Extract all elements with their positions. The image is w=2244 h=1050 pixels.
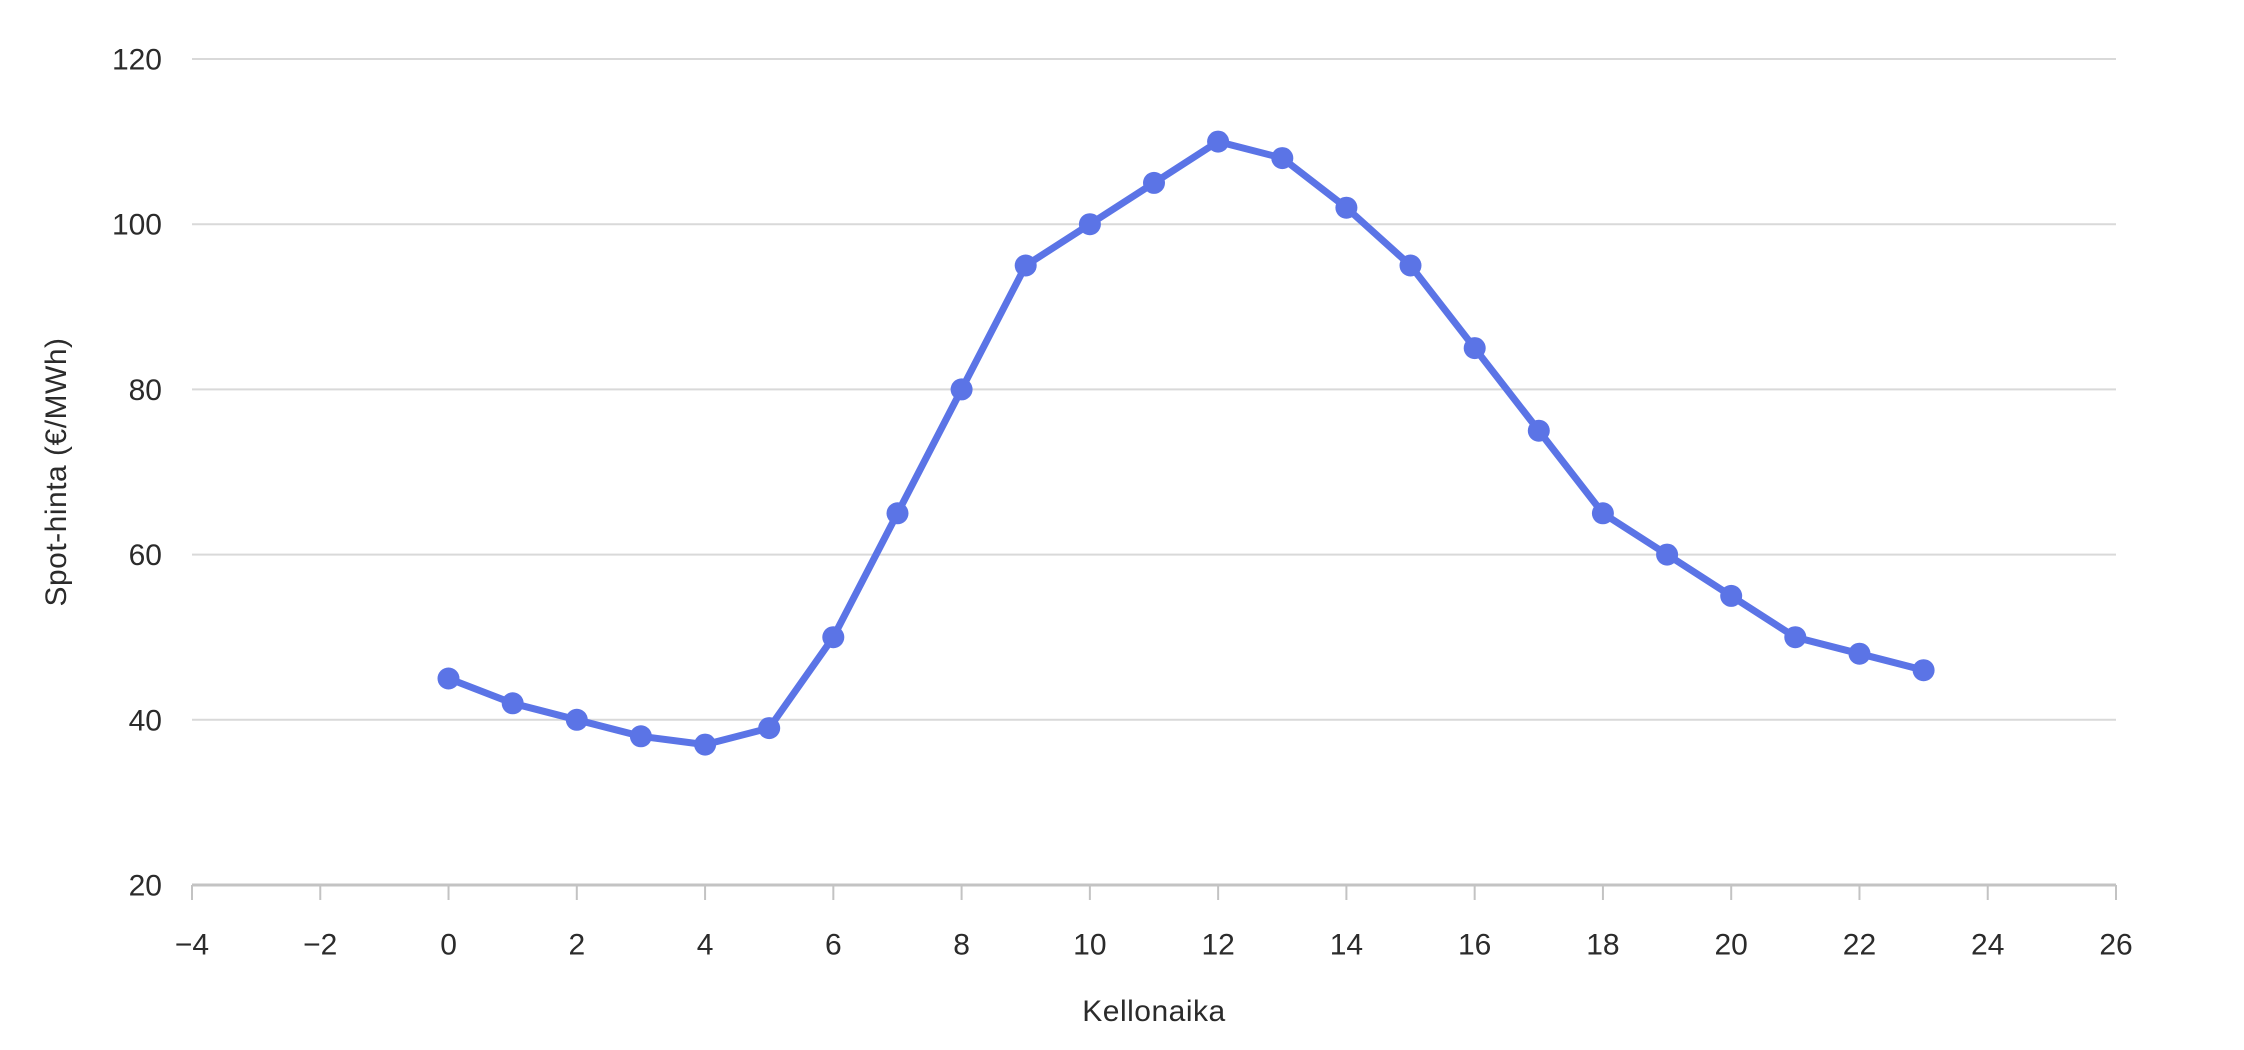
data-point	[1720, 584, 1743, 607]
data-point	[501, 692, 524, 715]
data-point	[565, 708, 588, 731]
data-point	[1527, 419, 1550, 442]
x-tick-label: 16	[1458, 929, 1491, 962]
y-tick-label: 120	[112, 44, 162, 77]
data-point	[1143, 171, 1165, 194]
series-line	[445, 138, 1928, 749]
data-point	[758, 717, 781, 740]
x-tick-label: −2	[303, 929, 337, 962]
x-tick-label: 6	[825, 929, 842, 962]
x-tick-label: 0	[440, 929, 457, 962]
x-axis-title: Kellonaika	[1082, 995, 1226, 1028]
x-tick-label: 24	[1971, 929, 2004, 962]
x-tick-label: 14	[1330, 929, 1363, 962]
x-tick-label: 2	[568, 929, 585, 962]
x-tick-label: 8	[953, 929, 970, 962]
x-tick-label: −4	[175, 929, 209, 962]
data-point	[1463, 337, 1486, 360]
data-point	[1399, 254, 1422, 277]
data-point	[437, 667, 460, 690]
y-tick-label: 20	[129, 870, 162, 903]
x-tick-label: 26	[2099, 929, 2132, 962]
data-point	[1591, 502, 1614, 525]
data-point	[950, 378, 973, 401]
x-tick-label: 12	[1201, 929, 1234, 962]
x-tick-label: 22	[1843, 929, 1876, 962]
data-point	[629, 725, 652, 748]
data-point	[1335, 196, 1358, 219]
x-tick-label: 18	[1586, 929, 1619, 962]
data-point	[1784, 626, 1807, 649]
y-tick-label: 100	[112, 209, 162, 242]
data-point	[1912, 659, 1935, 682]
y-tick-label: 40	[129, 704, 162, 737]
data-point	[1207, 130, 1230, 153]
data-point	[1014, 254, 1037, 277]
data-point	[1078, 213, 1101, 236]
y-axis-title: Spot-hinta (€/MWh)	[40, 337, 73, 607]
data-point	[1271, 147, 1294, 170]
y-tick-label: 80	[129, 374, 162, 407]
data-point	[1848, 642, 1871, 665]
data-point	[886, 502, 909, 525]
x-tick-label: 4	[697, 929, 714, 962]
x-tick-label: 20	[1715, 929, 1748, 962]
x-tick-label: 10	[1073, 929, 1106, 962]
data-point	[694, 733, 717, 756]
data-point	[1656, 543, 1679, 566]
data-point	[822, 626, 845, 649]
y-tick-label: 60	[129, 539, 162, 572]
